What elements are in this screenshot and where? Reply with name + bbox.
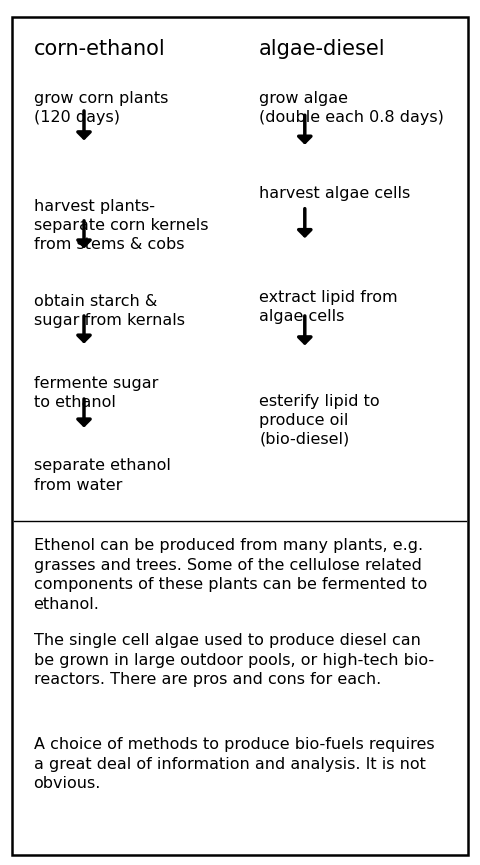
Text: The single cell algae used to produce diesel can
be grown in large outdoor pools: The single cell algae used to produce di… (34, 633, 434, 688)
Text: esterify lipid to
produce oil
(bio-diesel): esterify lipid to produce oil (bio-diese… (259, 394, 380, 447)
Text: fermente sugar
to ethanol: fermente sugar to ethanol (34, 376, 158, 411)
Text: separate ethanol
from water: separate ethanol from water (34, 458, 170, 493)
Text: grow corn plants
(120 days): grow corn plants (120 days) (34, 91, 168, 125)
Text: Ethenol can be produced from many plants, e.g.
grasses and trees. Some of the ce: Ethenol can be produced from many plants… (34, 538, 427, 612)
Text: corn-ethanol: corn-ethanol (34, 39, 165, 59)
Text: A choice of methods to produce bio-fuels requires
a great deal of information an: A choice of methods to produce bio-fuels… (34, 737, 434, 791)
Text: grow algae
(double each 0.8 days): grow algae (double each 0.8 days) (259, 91, 444, 125)
Text: obtain starch &
sugar from kernals: obtain starch & sugar from kernals (34, 294, 185, 329)
Text: extract lipid from
algae cells: extract lipid from algae cells (259, 290, 398, 324)
FancyBboxPatch shape (12, 17, 468, 855)
Text: harvest plants-
separate corn kernels
from stems & cobs: harvest plants- separate corn kernels fr… (34, 199, 208, 253)
Text: algae-diesel: algae-diesel (259, 39, 386, 59)
Text: harvest algae cells: harvest algae cells (259, 186, 410, 201)
